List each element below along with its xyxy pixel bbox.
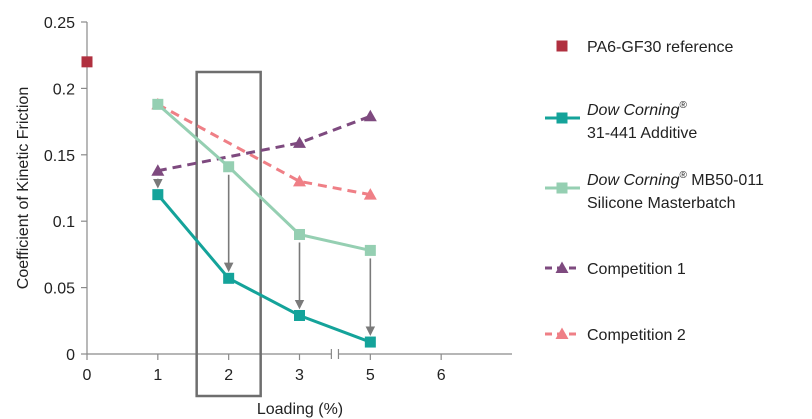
legend-entry-3-marker: [555, 261, 569, 273]
series-3-line: [157, 114, 371, 173]
series-layer: [81, 56, 377, 348]
legend-entry-4-label: Competition 2: [587, 327, 686, 344]
series-2-point: [294, 228, 305, 240]
series-3-point: [293, 136, 306, 148]
series-4-point: [363, 188, 377, 200]
y-tick-label: 0.1: [53, 214, 75, 231]
highlight-box: [195, 70, 262, 398]
series-1-point: [364, 336, 376, 348]
series-1-line: [156, 193, 371, 344]
axes: 0 1 2 3 5 6 0 0.05 0.1 0.15 0.2 0.25: [44, 15, 512, 384]
series-4-line: [157, 103, 371, 197]
x-tick-label: 0: [83, 367, 92, 384]
series-2-point: [152, 98, 164, 110]
series-3-point: [151, 164, 165, 176]
series-3-point: [363, 109, 377, 122]
annotations: [153, 70, 376, 398]
x-tick-label: 2: [224, 367, 233, 384]
series-0-point: [81, 56, 93, 68]
legend-entry-4-marker: [555, 327, 569, 339]
series-2-point: [364, 244, 376, 256]
legend-entry-1-label-line2: 31-441 Additive: [587, 125, 697, 142]
y-tick-label: 0.05: [44, 281, 75, 298]
legend-entry-2-marker: [556, 182, 568, 194]
y-tick-label: 0.15: [44, 148, 75, 165]
legend: PA6-GF30 reference Dow Corning® 31-441 Add…: [545, 39, 764, 344]
legend-entry-0-label: PA6-GF30 reference: [587, 39, 734, 56]
legend-entry-2-label-line2: Silicone Masterbatch: [587, 195, 736, 212]
y-tick-label: 0.25: [44, 15, 75, 32]
series-1-point: [223, 272, 235, 284]
series-4-point: [293, 174, 306, 187]
y-axis-title: Coefficient of Kinetic Friction: [15, 87, 32, 289]
legend-entry-1-marker: [556, 112, 568, 124]
series-2-point: [223, 161, 235, 173]
legend-entry-0-marker: [556, 40, 568, 52]
series-1-point: [152, 189, 164, 201]
legend-entry-2-label: Dow Corning® MB50-011: [587, 170, 764, 189]
legend-entry-3-label: Competition 1: [587, 261, 686, 278]
x-tick-label: 5: [366, 367, 375, 384]
x-tick-label: 1: [153, 367, 162, 384]
series-2-line: [156, 103, 371, 252]
x-tick-label: 6: [437, 367, 446, 384]
series-1-point: [294, 309, 305, 321]
y-tick-label: 0.2: [53, 81, 75, 98]
x-tick-label: 3: [295, 367, 304, 384]
y-tick-label: 0: [66, 347, 75, 364]
x-axis-title: Loading (%): [257, 401, 343, 418]
legend-entry-1-label: Dow Corning®: [587, 100, 687, 119]
